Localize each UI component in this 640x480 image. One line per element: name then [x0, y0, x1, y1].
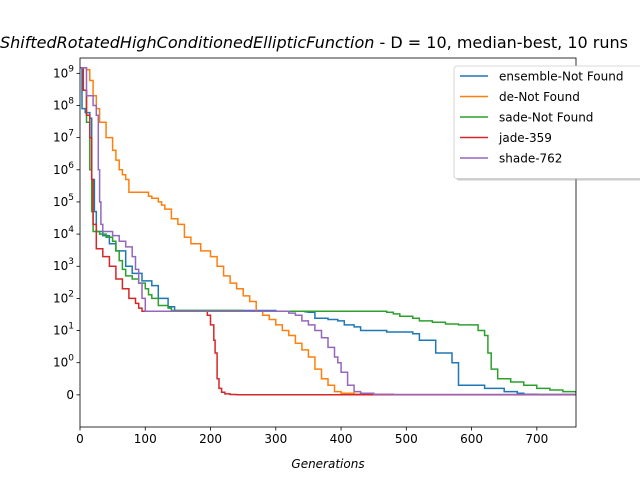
x-tick-label: 500 [395, 432, 418, 446]
y-tick-label: 108 [53, 96, 74, 112]
y-tick-label: 106 [53, 161, 74, 177]
y-tick-label: 107 [53, 129, 74, 145]
y-tick-label: 102 [53, 289, 74, 305]
series-line-4 [80, 66, 576, 396]
x-tick-label: 700 [525, 432, 548, 446]
legend-box [453, 65, 640, 179]
legend-label-3: jade-359 [498, 131, 552, 145]
x-axis-label: Generations [291, 457, 364, 471]
x-tick-label: 400 [330, 432, 353, 446]
legend-label-4: shade-762 [499, 152, 562, 166]
x-tick-label: 100 [134, 432, 157, 446]
y-tick-label: 104 [53, 225, 74, 241]
x-tick-label: 600 [460, 432, 483, 446]
series-line-3 [80, 66, 576, 396]
y-tick-label: 0 [66, 388, 74, 402]
legend-label-2: sade-Not Found [499, 111, 593, 125]
x-tick-label: 300 [264, 432, 287, 446]
legend: ensemble-Not Found de-Not Found sade-Not F… [453, 65, 640, 181]
y-tick-label: 105 [53, 193, 74, 209]
x-tick-label: 200 [199, 432, 222, 446]
series-line-1 [80, 66, 576, 396]
y-tick-label: 100 [53, 354, 74, 370]
y-tick-label: 101 [53, 322, 74, 338]
chart-title: ShiftedRotatedHighConditionedEllipticFun… [0, 33, 628, 52]
legend-label-0: ensemble-Not Found [499, 70, 623, 84]
legend-label-1: de-Not Found [499, 90, 580, 104]
plot-frame [79, 57, 577, 428]
plot-area [80, 66, 576, 396]
x-tick-label: 0 [76, 432, 84, 446]
chart-title-rest: - D = 10, median-best, 10 runs [374, 33, 628, 52]
chart-title-function: ShiftedRotatedHighConditionedEllipticFun… [0, 33, 374, 52]
y-tick-label: 103 [53, 257, 74, 273]
axes: 0 100 200 300 400 500 600 700 0 100 101 102 103 104 10… [53, 57, 577, 446]
y-tick-label: 109 [53, 64, 74, 80]
